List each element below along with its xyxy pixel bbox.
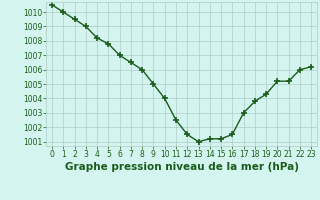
X-axis label: Graphe pression niveau de la mer (hPa): Graphe pression niveau de la mer (hPa) [65,162,299,172]
